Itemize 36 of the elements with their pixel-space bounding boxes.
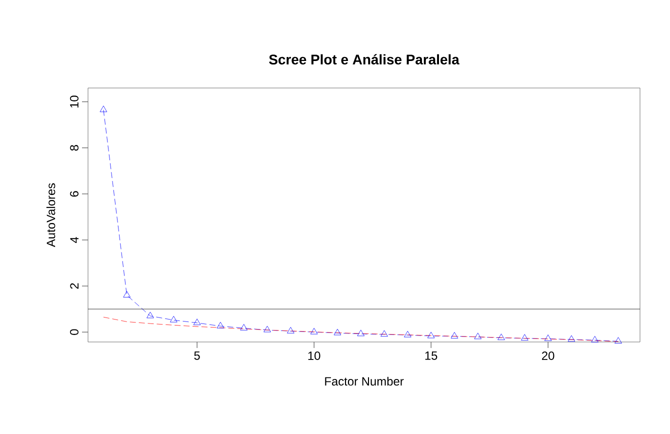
x-tick-label: 20: [542, 352, 554, 360]
point: [193, 318, 201, 326]
point: [170, 316, 178, 322]
point: [498, 334, 505, 340]
point: [310, 328, 318, 334]
point: [520, 334, 528, 340]
point: [427, 332, 435, 338]
chart-title: Scree Plot e Análise Paralela: [269, 54, 460, 64]
x-tick-label: 5: [194, 352, 200, 360]
point: [474, 332, 482, 340]
y-tick-label: 8: [70, 145, 78, 151]
point: [100, 106, 108, 112]
y-tick-label: 2: [70, 283, 78, 289]
point: [380, 330, 388, 337]
point: [591, 336, 598, 342]
point: [334, 328, 342, 336]
point: [357, 330, 364, 336]
y-tick-label: 10: [70, 96, 78, 108]
x-tick-label: 15: [425, 352, 438, 360]
y-tick-label: 4: [70, 237, 78, 244]
point: [286, 326, 294, 334]
y-axis-title: AutoValores: [46, 183, 56, 248]
point: [404, 330, 412, 338]
point: [450, 332, 458, 338]
point: [544, 334, 552, 341]
point: [216, 322, 224, 328]
point: [123, 291, 131, 298]
y-tick-label: 6: [70, 191, 78, 197]
point: [240, 324, 248, 330]
point: [146, 312, 154, 318]
point: [264, 326, 271, 332]
point: [568, 335, 576, 342]
y-tick-label: 0: [70, 329, 78, 335]
x-tick-label: 10: [308, 352, 320, 360]
point: [614, 337, 622, 344]
x-axis-title: Factor Number: [325, 376, 404, 386]
